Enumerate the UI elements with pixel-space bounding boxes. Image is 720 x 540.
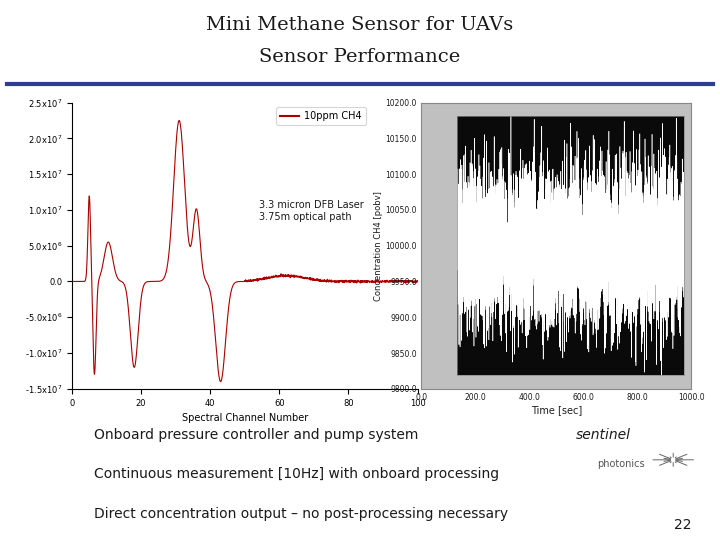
X-axis label: Spectral Channel Number: Spectral Channel Number <box>181 413 308 423</box>
Text: Sensor Performance: Sensor Performance <box>259 49 461 66</box>
Y-axis label: Concentration CH4 [pobv]: Concentration CH4 [pobv] <box>374 191 383 301</box>
Text: Continuous measurement [10Hz] with onboard processing: Continuous measurement [10Hz] with onboa… <box>94 468 499 481</box>
X-axis label: Time [sec]: Time [sec] <box>531 405 582 415</box>
Text: Onboard pressure controller and pump system: Onboard pressure controller and pump sys… <box>94 428 418 442</box>
Text: 22: 22 <box>674 518 691 532</box>
Legend: 10ppm CH4: 10ppm CH4 <box>276 107 366 125</box>
Text: 3.3 micron DFB Laser
3.75m optical path: 3.3 micron DFB Laser 3.75m optical path <box>258 200 364 221</box>
Text: Mini Methane Sensor for UAVs: Mini Methane Sensor for UAVs <box>207 16 513 33</box>
Text: Direct concentration output – no post-processing necessary: Direct concentration output – no post-pr… <box>94 507 508 521</box>
Text: sentinel: sentinel <box>576 428 631 442</box>
Text: photonics: photonics <box>598 459 645 469</box>
